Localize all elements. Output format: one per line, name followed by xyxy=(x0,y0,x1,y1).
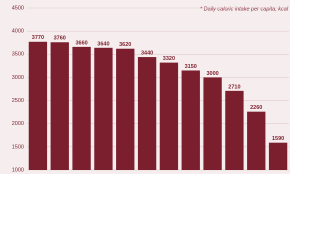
bar xyxy=(116,48,135,170)
value-label: 3000 xyxy=(206,71,218,77)
value-label: 2710 xyxy=(228,84,240,90)
value-label: 3440 xyxy=(141,51,153,57)
value-label: 3770 xyxy=(32,35,44,41)
y-tick-label: 2000 xyxy=(12,121,24,127)
value-label: 3620 xyxy=(119,42,131,48)
chart-title: * Daily caloric intake per capita, kcal xyxy=(200,6,289,12)
chart: * Daily caloric intake per capita, kcal … xyxy=(0,0,290,174)
bar xyxy=(181,70,200,170)
y-tick-label: 1000 xyxy=(12,167,24,173)
bar xyxy=(50,42,69,170)
bar xyxy=(28,41,48,170)
y-tick-label: 3500 xyxy=(12,52,24,58)
value-label: 3320 xyxy=(163,56,175,62)
y-tick-label: 4500 xyxy=(12,5,24,11)
bar xyxy=(137,57,157,170)
bar xyxy=(159,62,179,170)
bar xyxy=(94,47,113,171)
y-tick-label: 3000 xyxy=(12,75,24,81)
bar xyxy=(203,77,222,170)
value-label: 2260 xyxy=(250,105,262,111)
bar xyxy=(225,90,244,170)
y-tick-label: 2500 xyxy=(12,98,24,104)
bar xyxy=(72,46,91,170)
value-label: 3760 xyxy=(54,36,66,42)
value-label: 3150 xyxy=(185,64,197,70)
value-label: 1590 xyxy=(272,136,284,142)
y-tick-label: 1500 xyxy=(12,144,24,150)
value-label: 3660 xyxy=(75,40,87,46)
bar xyxy=(268,142,288,170)
bar xyxy=(247,111,266,170)
value-label: 3640 xyxy=(97,41,109,47)
y-tick-label: 4000 xyxy=(12,29,24,35)
